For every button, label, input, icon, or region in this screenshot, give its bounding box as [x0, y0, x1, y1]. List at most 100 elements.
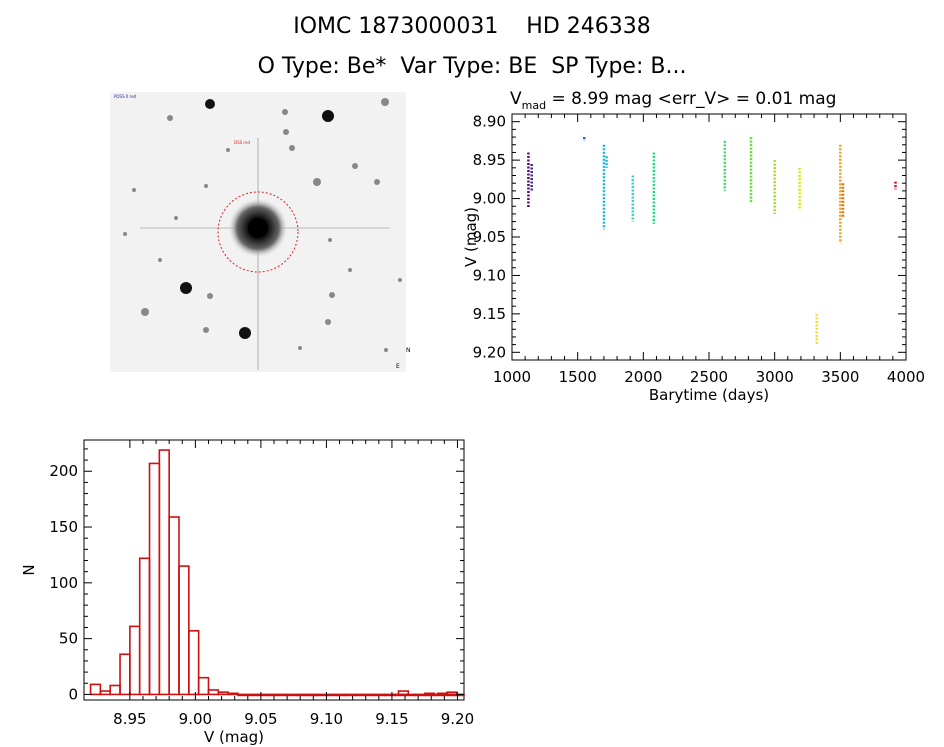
field-star — [141, 308, 149, 316]
y-axis-label: V (mag) — [462, 207, 480, 267]
field-star — [132, 188, 136, 192]
histogram-bar — [364, 693, 377, 697]
x-tick-label: 4000 — [887, 368, 925, 386]
histogram-bar — [436, 692, 449, 696]
x-tick-label: 3500 — [821, 368, 859, 386]
image-label: POSS II red — [114, 94, 137, 99]
field-star — [398, 278, 402, 282]
plot-frame — [83, 439, 465, 701]
y-tick-label: 9.00 — [473, 190, 506, 208]
x-tick-label: 9.05 — [244, 710, 277, 728]
field-star — [298, 346, 302, 350]
title-line-1: IOMC 1873000031 HD 246338 — [293, 14, 651, 39]
field-star — [352, 163, 358, 169]
y-tick-label: 150 — [49, 518, 78, 536]
histogram-bar — [256, 693, 269, 697]
y-axis-label: N — [20, 564, 38, 575]
y-tick-label: 9.10 — [473, 266, 506, 284]
histogram-bar — [178, 565, 190, 696]
field-star — [167, 115, 173, 121]
histogram-bar — [305, 693, 318, 697]
histogram-bar — [119, 653, 131, 696]
histogram-bar — [148, 462, 161, 696]
histogram-bar — [99, 690, 112, 696]
chart-title: Vmad = 8.99 mag <err_V> = 0.01 mag — [510, 89, 836, 112]
field-star — [158, 258, 162, 262]
histogram-bar — [397, 690, 410, 696]
field-star — [348, 268, 352, 272]
histogram-bar — [355, 693, 367, 697]
light-curve-chart: Vmad = 8.99 mag <err_V> = 0.01 mag 1000 15… — [462, 89, 925, 404]
histogram-bar — [188, 630, 200, 696]
histogram-bar — [207, 689, 220, 696]
field-star — [374, 179, 380, 185]
field-star — [203, 327, 209, 333]
field-star — [239, 327, 251, 339]
histogram-bar — [345, 693, 357, 697]
title-line-2: O Type: Be* Var Type: BE SP Type: B... — [257, 54, 687, 79]
y-tick-label: 9.20 — [473, 343, 506, 361]
histogram-bar — [129, 625, 141, 696]
field-star — [207, 293, 213, 299]
target-star-core — [248, 218, 268, 238]
histogram-chart: 8.95 9.00 9.05 9.10 9.15 9.20 0 50 100 150 200 V (m… — [20, 439, 474, 745]
field-star — [174, 216, 178, 220]
x-axis-label: V (mag) — [204, 728, 264, 745]
y-tick-label: 50 — [59, 630, 78, 648]
field-star — [205, 99, 215, 109]
field-star — [325, 319, 331, 325]
field-star — [283, 129, 289, 135]
histogram-bar — [266, 693, 279, 697]
histogram-bar — [109, 684, 121, 696]
histogram-bar — [158, 449, 170, 696]
x-tick-label: 2000 — [624, 368, 662, 386]
field-stars — [123, 98, 402, 352]
image-label: DSS red — [234, 140, 250, 145]
field-star — [328, 238, 332, 242]
y-tick-label: 8.95 — [473, 151, 506, 169]
histogram-bar — [227, 692, 239, 696]
histogram-bar — [168, 516, 180, 696]
x-axis-label: Barytime (days) — [649, 386, 769, 404]
x-tick-label: 9.00 — [179, 710, 212, 728]
histogram-bar — [384, 693, 397, 697]
field-star — [204, 184, 208, 188]
x-tick-label: 2500 — [690, 368, 728, 386]
y-tick-label: 100 — [49, 574, 78, 592]
histogram-bar — [286, 693, 298, 697]
histogram-bar — [374, 693, 387, 697]
x-tick-label: 1500 — [559, 368, 597, 386]
histogram-bar — [246, 693, 259, 697]
histogram-bar — [335, 693, 347, 697]
sky-image: POSS II red DSS red N E — [110, 92, 411, 372]
field-star — [322, 110, 334, 122]
y-tick-label: 0 — [68, 685, 78, 703]
x-tick-label: 1000 — [493, 368, 531, 386]
x-tick-label: 9.15 — [375, 710, 408, 728]
field-star — [384, 348, 388, 352]
histogram-bar — [296, 693, 308, 697]
histogram-bar — [325, 693, 338, 697]
field-star — [381, 98, 389, 106]
histogram-bar — [414, 693, 426, 697]
y-tick-label: 9.05 — [473, 228, 506, 246]
plot-frame — [511, 113, 907, 361]
x-tick-label: 9.10 — [310, 710, 343, 728]
y-tick-label: 8.90 — [473, 113, 506, 131]
histogram-bar — [423, 692, 436, 696]
field-star — [329, 292, 335, 298]
field-star — [313, 178, 321, 186]
x-tick-label: 8.95 — [113, 710, 146, 728]
histogram-bar — [315, 693, 328, 697]
histogram-bar — [446, 691, 458, 696]
histogram-bar — [276, 693, 288, 697]
y-tick-label: 200 — [49, 462, 78, 480]
x-tick-label: 9.20 — [441, 710, 474, 728]
field-star — [226, 148, 230, 152]
x-tick-label: 3000 — [756, 368, 794, 386]
field-star — [123, 232, 127, 236]
histogram-bar — [237, 693, 249, 697]
field-star — [180, 282, 192, 294]
y-tick-label: 9.15 — [473, 305, 506, 323]
histogram-bar — [217, 691, 229, 696]
